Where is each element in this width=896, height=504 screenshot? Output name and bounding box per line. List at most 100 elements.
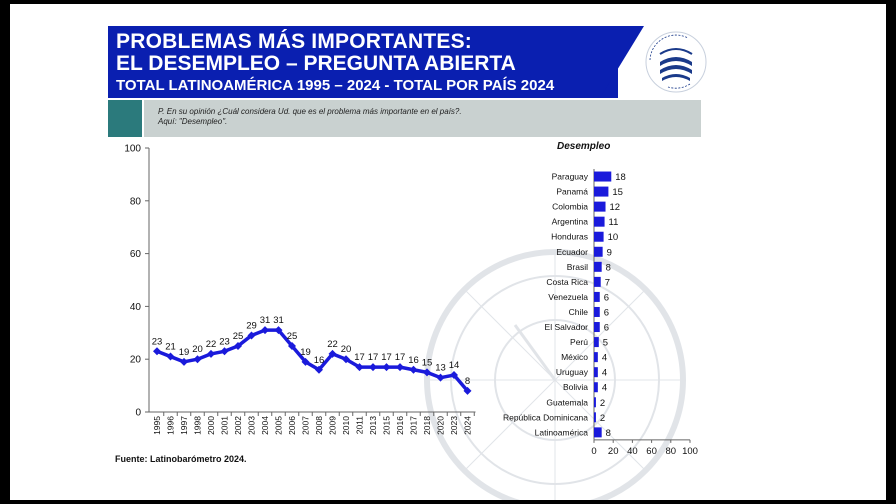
bar <box>594 246 603 257</box>
line-data-label: 17 <box>354 352 365 363</box>
line-data-label: 17 <box>395 352 406 363</box>
line-chart-x-tick-label: 2024 <box>463 416 473 435</box>
bar <box>594 216 605 227</box>
line-chart-y-tick-label: 60 <box>130 249 142 260</box>
bar-category-label: Panamá <box>556 187 588 197</box>
bar-category-label: Latinoamérica <box>535 427 589 437</box>
header-banner: PROBLEMAS MÁS IMPORTANTES: EL DESEMPLEO … <box>108 26 618 98</box>
line-chart-y-tick-label: 40 <box>130 302 142 313</box>
line-chart-x-tick-label: 2004 <box>260 416 270 435</box>
bar-category-label: Bolivia <box>563 382 588 392</box>
line-data-label: 17 <box>381 352 392 363</box>
bar-data-label: 8 <box>606 262 611 273</box>
bar <box>594 397 596 408</box>
line-data-label: 25 <box>287 331 298 342</box>
line-chart-x-tick-label: 2023 <box>449 416 459 435</box>
line-chart-x-tick-label: 2002 <box>233 416 243 435</box>
line-chart-x-tick-label: 2007 <box>301 416 311 435</box>
line-point <box>220 347 229 356</box>
bar <box>594 291 600 302</box>
bar-category-label: Colombia <box>552 202 588 212</box>
bar <box>594 306 600 317</box>
bar <box>594 261 602 272</box>
line-chart-x-tick-label: 2009 <box>328 416 338 435</box>
bar-category-label: Argentina <box>552 217 589 227</box>
line-chart-x-tick-label: 1997 <box>179 416 189 435</box>
bar-chart-x-tick-label: 60 <box>646 446 657 457</box>
line-data-label: 19 <box>179 347 190 358</box>
line-chart-x-tick-label: 1998 <box>193 416 203 435</box>
line-data-label: 8 <box>465 376 470 387</box>
bar <box>594 367 598 378</box>
bar-data-label: 4 <box>602 353 607 364</box>
question-accent <box>108 100 142 137</box>
question-box: P. En su opinión ¿Cuál considera Ud. que… <box>144 100 701 137</box>
bar-category-label: El Salvador <box>545 322 589 332</box>
line-data-label: 21 <box>165 342 176 353</box>
line-point <box>301 357 310 366</box>
line-chart-x-tick-label: 2017 <box>409 416 419 435</box>
latinobarometro-logo <box>645 31 707 93</box>
line-data-label: 20 <box>192 344 203 355</box>
line-chart-x-tick-label: 2010 <box>341 416 351 435</box>
line-point <box>234 342 242 350</box>
bar <box>594 276 601 287</box>
line-point <box>153 347 161 356</box>
line-data-label: 31 <box>260 315 271 326</box>
bar-chart-x-tick-label: 20 <box>608 446 619 457</box>
line-point <box>315 365 323 374</box>
bar-data-label: 6 <box>604 292 609 303</box>
bar-chart-x-tick-label: 40 <box>627 446 638 457</box>
line-data-label: 23 <box>219 336 230 347</box>
line-data-label: 31 <box>273 315 284 326</box>
line-data-label: 25 <box>233 331 244 342</box>
bar-data-label: 2 <box>600 413 605 424</box>
bar <box>594 231 604 242</box>
line-point <box>342 355 350 364</box>
bar-data-label: 9 <box>607 247 612 258</box>
bar <box>594 427 602 438</box>
bar <box>594 412 596 423</box>
line-chart-x-tick-label: 2008 <box>314 416 324 435</box>
line-data-label: 22 <box>206 339 217 350</box>
bar-category-label: Venezuela <box>548 292 588 302</box>
bar <box>594 201 606 212</box>
bar-category-label: Paraguay <box>552 172 589 182</box>
line-chart-x-tick-label: 2016 <box>395 416 405 435</box>
bar-data-label: 15 <box>612 187 623 198</box>
bar <box>594 322 600 333</box>
line-point <box>193 355 202 364</box>
source-note: Fuente: Latinobarómetro 2024. <box>115 454 247 464</box>
bar-data-label: 11 <box>609 217 619 228</box>
bar-category-label: Brasil <box>567 262 588 272</box>
line-chart-x-tick-label: 2001 <box>220 416 230 435</box>
charts-canvas: 0204060801002319952119961919972019982220… <box>124 144 698 457</box>
bar-category-label: Perú <box>570 337 588 347</box>
bar-data-label: 10 <box>608 232 619 243</box>
line-chart-x-tick-label: 2013 <box>368 416 378 435</box>
bar-chart-x-tick-label: 0 <box>591 446 596 457</box>
header-subtitle: TOTAL LATINOAMÉRICA 1995 – 2024 - TOTAL … <box>116 77 555 94</box>
bar-category-label: Uruguay <box>556 367 589 377</box>
line-chart-y-tick-label: 80 <box>130 196 142 207</box>
bar-category-label: Honduras <box>551 232 588 242</box>
line-point <box>450 371 458 380</box>
bar-category-label: México <box>561 352 588 362</box>
line-point <box>382 363 391 372</box>
line-chart-x-tick-label: 2011 <box>355 416 365 435</box>
bar-data-label: 5 <box>603 338 608 349</box>
line-chart-x-tick-label: 2018 <box>422 416 432 435</box>
line-point <box>423 368 431 377</box>
bar-data-label: 12 <box>610 202 621 213</box>
line-chart-x-tick-label: 2015 <box>382 416 392 435</box>
line-point <box>369 363 377 372</box>
bar <box>594 186 609 197</box>
bar-category-label: Guatemala <box>546 397 588 407</box>
header-title-line2: EL DESEMPLEO – PREGUNTA ABIERTA <box>116 52 516 75</box>
line-chart-x-tick-label: 1996 <box>166 416 176 435</box>
line-point <box>288 342 296 350</box>
header-title-line1: PROBLEMAS MÁS IMPORTANTES: <box>116 30 472 53</box>
bar-category-label: República Dominicana <box>503 412 588 422</box>
line-chart-y-tick-label: 100 <box>124 144 141 155</box>
line-data-label: 29 <box>246 320 257 331</box>
